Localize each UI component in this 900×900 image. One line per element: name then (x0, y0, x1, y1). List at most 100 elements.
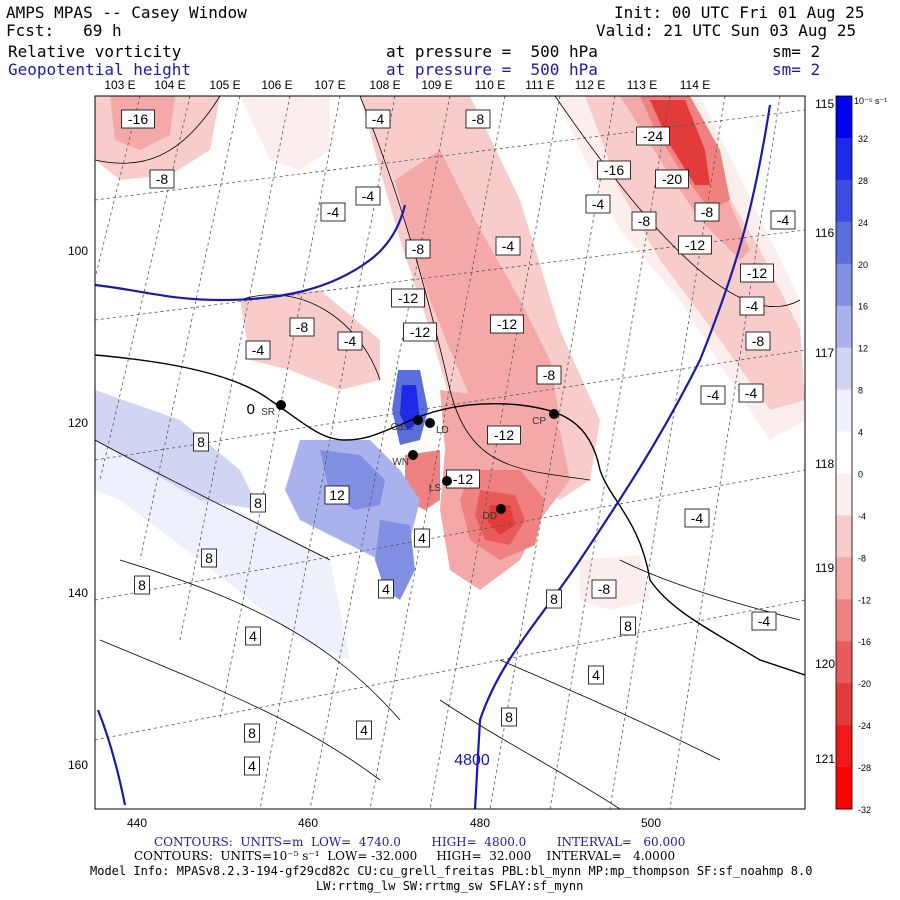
colorbar-label: -16 (858, 637, 871, 647)
colorbar-label: 20 (858, 260, 868, 270)
vorticity-label-negative: -4 (320, 202, 346, 222)
svg-text:-4: -4 (745, 385, 758, 401)
svg-text:-8: -8 (543, 367, 556, 383)
station-marker: DD (483, 504, 506, 522)
svg-text:-8: -8 (472, 111, 485, 127)
svg-text:-20: -20 (662, 171, 682, 187)
x-tick-label: 500 (641, 816, 661, 830)
colorbar-label: -24 (858, 721, 871, 731)
x-tick-label: 480 (470, 816, 490, 830)
colorbar-swatch (836, 179, 852, 223)
forecast-hour: Fcst: 69 h (6, 21, 122, 40)
lon-label-top: 110 E (475, 78, 505, 92)
vorticity-label-negative: -24 (636, 126, 670, 146)
svg-text:4: 4 (360, 722, 368, 738)
vorticity-label-positive: 4 (378, 579, 394, 599)
colorbar-label: -12 (858, 595, 871, 605)
colorbar-swatch (836, 221, 852, 265)
station-zero-label: 0 (247, 401, 255, 418)
station-marker: LS (429, 476, 452, 494)
colorbar-label: 28 (858, 176, 868, 186)
vorticity-label-positive: 8 (244, 723, 260, 743)
vorticity-label-negative: -12 (446, 469, 480, 489)
vorticity-label-negative: -4 (751, 611, 777, 631)
vorticity-label-negative: -8 (536, 365, 562, 385)
y-tick-label: 140 (68, 586, 88, 600)
colorbar-frame (835, 95, 853, 810)
svg-text:8: 8 (550, 591, 558, 607)
svg-text:4: 4 (248, 758, 256, 774)
station-marker: CP (532, 409, 559, 427)
vorticity-label-negative: -12 (403, 322, 437, 342)
svg-text:-8: -8 (701, 204, 714, 220)
svg-text:12: 12 (329, 487, 345, 503)
svg-text:-12: -12 (747, 265, 767, 281)
vorticity-label-positive: 8 (546, 589, 562, 609)
vorticity-label-negative: -8 (631, 211, 657, 231)
colorbar-label: 0 (858, 469, 863, 479)
colorbar-label: -20 (858, 679, 871, 689)
vorticity-label-negative: -4 (585, 194, 611, 214)
lon-label-top: 103 E (104, 78, 135, 92)
svg-text:-4: -4 (707, 387, 720, 403)
colorbar-label: 16 (858, 302, 868, 312)
colorbar-swatch (836, 347, 852, 391)
colorbar-label: -32 (858, 805, 871, 815)
svg-text:-8: -8 (296, 319, 309, 335)
vorticity-label-negative: -8 (289, 317, 315, 337)
colorbar-swatch (836, 767, 852, 810)
svg-text:-4: -4 (372, 111, 385, 127)
lon-label-top: 107 E (314, 78, 345, 92)
svg-text:8: 8 (205, 550, 213, 566)
field2-name: Geopotential height (8, 60, 192, 79)
vorticity-label-negative: -8 (149, 169, 175, 189)
vorticity-label-negative: -8 (745, 331, 771, 351)
colorbar-label: 32 (858, 134, 868, 144)
colorbar-label: 12 (858, 344, 868, 354)
svg-text:8: 8 (624, 618, 632, 634)
svg-text:-12: -12 (494, 427, 514, 443)
vorticity-label-negative: -4 (245, 340, 271, 360)
colorbar-swatch (836, 725, 852, 768)
lon-label-top: 104 E (154, 78, 185, 92)
vorticity-label-negative: -8 (694, 202, 720, 222)
svg-text:4: 4 (592, 667, 600, 683)
svg-text:4: 4 (249, 628, 257, 644)
plot-frame (94, 95, 806, 810)
y-tick-label: 100 (68, 244, 88, 258)
coastline (95, 354, 805, 676)
svg-text:-12: -12 (453, 471, 473, 487)
colorbar-label: -4 (858, 511, 866, 521)
svg-text:-8: -8 (412, 241, 425, 257)
lon-label-top: 109 E (421, 78, 452, 92)
svg-text:-4: -4 (592, 196, 605, 212)
vorticity-label-positive: 8 (201, 548, 217, 568)
svg-text:8: 8 (505, 709, 513, 725)
field1-level: at pressure = 500 hPa (386, 42, 598, 61)
vorticity-label-negative: -8 (465, 109, 491, 129)
svg-text:-12: -12 (685, 237, 705, 253)
vorticity-label-positive: 4 (356, 720, 372, 740)
lon-labels-top: 103 E 104 E 105 E 106 E 107 E 108 E 109 E 110 E… (104, 78, 710, 92)
y-tick-labels: 100 120 140 160 (68, 244, 88, 772)
vorticity-label-negative: -8 (591, 579, 617, 599)
svg-text:-4: -4 (777, 212, 790, 228)
station-marker: LD (425, 418, 449, 436)
colorbar-swatch (836, 557, 852, 600)
y-tick-label: 160 (68, 758, 88, 772)
colorbar-label: 8 (858, 386, 863, 396)
height-contours (95, 104, 772, 809)
vorticity-label-negative: -12 (740, 263, 774, 283)
vorticity-label-negative: -4 (684, 508, 710, 528)
svg-text:-16: -16 (128, 111, 148, 127)
field1-smoothing: sm= 2 (772, 42, 821, 61)
svg-text:Case: Case (391, 422, 415, 433)
lon-label-top: 113 E (627, 78, 657, 92)
svg-text:-12: -12 (410, 324, 430, 340)
vorticity-label-negative: -4 (495, 236, 521, 256)
colorbar-swatch (836, 305, 852, 349)
y-tick-label: 120 (68, 416, 88, 430)
svg-text:SR: SR (261, 407, 275, 418)
